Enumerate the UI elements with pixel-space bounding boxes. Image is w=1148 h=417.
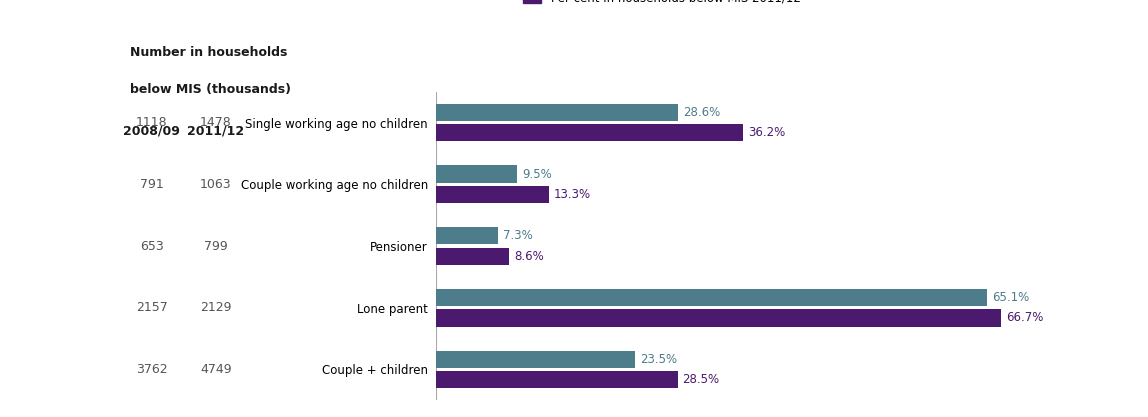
- Text: Number in households: Number in households: [130, 46, 287, 59]
- Text: 799: 799: [204, 239, 227, 253]
- Bar: [436, 166, 517, 183]
- Text: 8.6%: 8.6%: [514, 250, 544, 263]
- Bar: [436, 248, 509, 265]
- Bar: [436, 351, 635, 368]
- Text: 1478: 1478: [200, 116, 232, 129]
- Bar: [436, 124, 743, 141]
- Text: 2008/09: 2008/09: [123, 125, 180, 138]
- Text: 66.7%: 66.7%: [1006, 311, 1044, 324]
- Legend: Per cent in households below MIS 2008/09, Per cent in households below MIS 2011/: Per cent in households below MIS 2008/09…: [523, 0, 800, 5]
- Text: 28.5%: 28.5%: [683, 373, 720, 386]
- Text: 7.3%: 7.3%: [503, 229, 533, 242]
- Bar: [436, 289, 987, 306]
- Text: 1063: 1063: [200, 178, 232, 191]
- Bar: [436, 371, 677, 388]
- Text: 13.3%: 13.3%: [554, 188, 591, 201]
- Text: 2157: 2157: [135, 301, 168, 314]
- Text: 65.1%: 65.1%: [993, 291, 1030, 304]
- Text: 36.2%: 36.2%: [747, 126, 785, 139]
- Text: 9.5%: 9.5%: [521, 168, 551, 181]
- Text: below MIS (thousands): below MIS (thousands): [130, 83, 290, 96]
- Text: 1118: 1118: [135, 116, 168, 129]
- Bar: [436, 104, 678, 121]
- Bar: [436, 186, 549, 203]
- Text: 23.5%: 23.5%: [641, 353, 677, 366]
- Text: 28.6%: 28.6%: [683, 106, 721, 119]
- Text: 4749: 4749: [200, 363, 232, 376]
- Bar: [436, 309, 1001, 327]
- Text: 2011/12: 2011/12: [187, 125, 245, 138]
- Text: 653: 653: [140, 239, 163, 253]
- Text: 3762: 3762: [135, 363, 168, 376]
- Text: 2129: 2129: [200, 301, 232, 314]
- Text: 791: 791: [140, 178, 163, 191]
- Bar: [436, 227, 498, 244]
